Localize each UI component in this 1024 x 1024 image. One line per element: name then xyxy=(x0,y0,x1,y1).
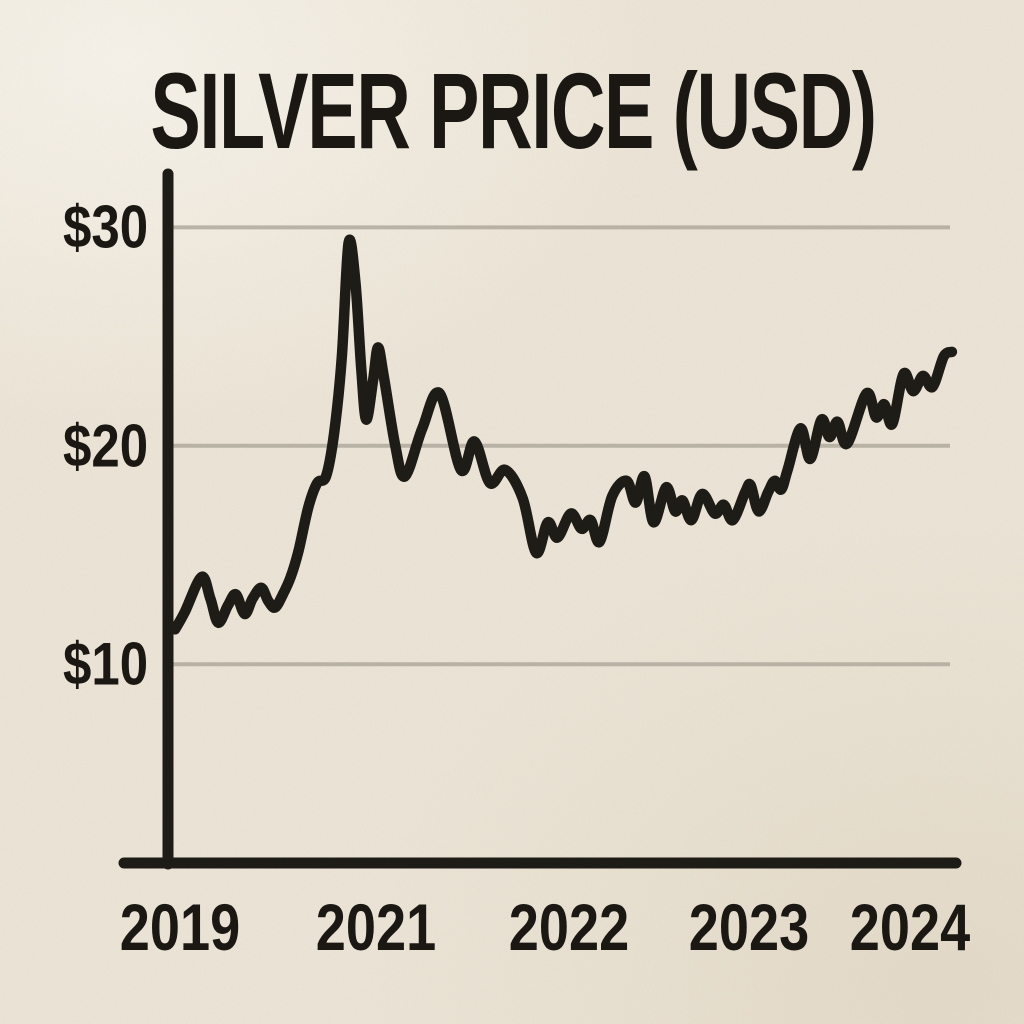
chart-title: SILVER PRICE (USD) xyxy=(150,50,877,171)
x-tick-label-2021: 2021 xyxy=(315,890,437,964)
y-tick-label-10: $10 xyxy=(62,630,148,698)
x-tick-label-2022: 2022 xyxy=(508,890,630,964)
y-tick-label-20: $20 xyxy=(62,412,148,480)
x-tick-label-2019: 2019 xyxy=(119,890,241,964)
y-tick-label-30: $30 xyxy=(62,193,148,261)
x-tick-label-2023: 2023 xyxy=(688,890,810,964)
x-tick-label-2024: 2024 xyxy=(849,890,971,964)
